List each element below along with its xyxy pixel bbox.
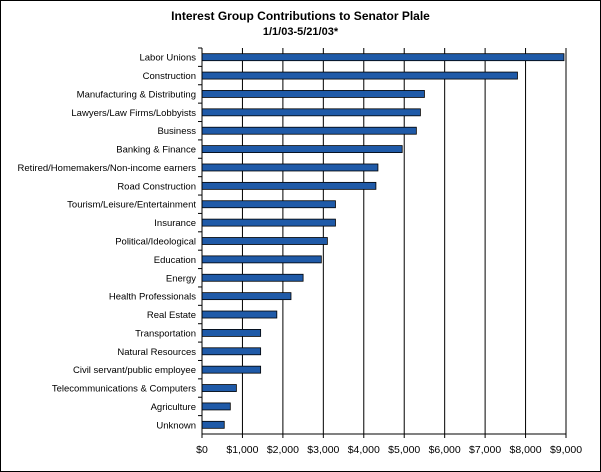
category-label: Telecommunications & Computers xyxy=(52,384,196,395)
x-tick-label: $2,000 xyxy=(267,444,299,456)
chart-title: Interest Group Contributions to Senator … xyxy=(171,9,430,23)
bar xyxy=(201,310,278,319)
bar xyxy=(201,255,322,264)
category-label: Insurance xyxy=(154,218,196,229)
bar xyxy=(201,71,518,80)
category-label: Construction xyxy=(143,71,196,82)
category-label: Manufacturing & Distributing xyxy=(77,89,196,100)
bar xyxy=(201,347,262,356)
x-tick-label: $5,000 xyxy=(388,444,420,456)
x-tick-label: $3,000 xyxy=(307,444,339,456)
bar xyxy=(201,402,231,411)
category-label: Natural Resources xyxy=(117,347,196,358)
bar xyxy=(201,384,237,392)
bar xyxy=(201,108,421,117)
bar xyxy=(201,145,403,153)
category-label: Civil servant/public employee xyxy=(73,365,196,376)
category-label: Lawyers/Law Firms/Lobbyists xyxy=(71,108,196,119)
category-label: Transportation xyxy=(135,328,196,339)
bar xyxy=(201,365,262,374)
category-label: Energy xyxy=(166,273,196,284)
category-label: Real Estate xyxy=(147,310,196,321)
x-tick-label: $7,000 xyxy=(469,444,501,456)
bar xyxy=(201,292,292,301)
bar xyxy=(201,329,262,337)
x-tick-label: $4,000 xyxy=(348,444,380,456)
bar xyxy=(201,163,379,172)
category-label: Education xyxy=(154,255,196,266)
bar xyxy=(201,181,377,190)
bar xyxy=(201,200,336,209)
category-labels: Labor Unions Construction Manufacturing & … xyxy=(18,53,197,432)
bar xyxy=(201,237,328,245)
axes xyxy=(198,47,567,438)
x-tick-labels: $0 $1,000 $2,000 $3,000 $4,000 $5,000 $6,000 $7… xyxy=(196,444,582,456)
category-label: Agriculture xyxy=(151,402,196,413)
bar xyxy=(201,53,565,62)
bar xyxy=(201,218,336,227)
category-label: Unknown xyxy=(156,420,196,431)
category-label: Retired/Homemakers/Non-income earners xyxy=(18,163,197,174)
bar xyxy=(201,90,425,98)
category-label: Road Construction xyxy=(117,181,196,192)
bar xyxy=(201,420,225,429)
x-tick-label: $9,000 xyxy=(550,444,582,456)
category-label: Labor Unions xyxy=(139,53,196,64)
bar xyxy=(201,273,304,282)
x-tick-label: $1,000 xyxy=(226,444,258,456)
bar xyxy=(201,126,417,135)
category-label: Banking & Finance xyxy=(116,145,196,156)
x-tick-label: $8,000 xyxy=(509,444,541,456)
bars xyxy=(201,53,565,429)
chart-subtitle: 1/1/03-5/21/03* xyxy=(262,26,339,38)
category-label: Business xyxy=(157,126,196,137)
x-tick-label: $0 xyxy=(196,444,208,456)
x-tick-label: $6,000 xyxy=(429,444,461,456)
category-label: Health Professionals xyxy=(109,292,196,303)
category-label: Tourism/Leisure/Entertainment xyxy=(67,200,196,211)
category-label: Political/Ideological xyxy=(115,237,196,248)
